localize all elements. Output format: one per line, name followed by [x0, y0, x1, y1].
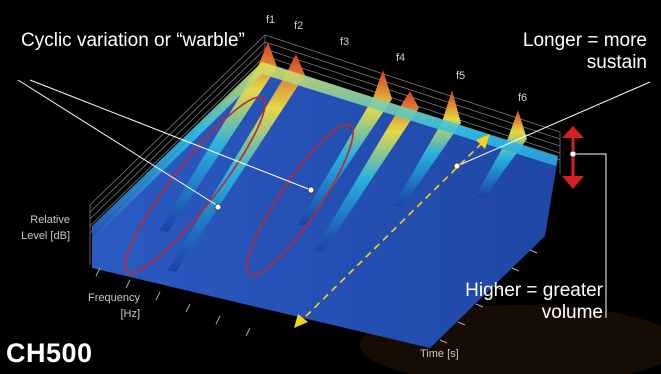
axis-tick	[493, 285, 502, 290]
model-name: CH500	[6, 338, 93, 368]
ridge-4	[314, 91, 419, 252]
warble-ellipse-2	[246, 123, 354, 277]
warble-callout-line-1	[17, 79, 219, 207]
peak-label-f5: f5	[456, 70, 466, 82]
ridge-5	[393, 90, 461, 208]
peak-label-f6: f6	[518, 92, 528, 104]
grid-line	[89, 41, 266, 213]
volume-arrow	[562, 126, 584, 189]
axis-tick	[529, 249, 538, 254]
sustain-annotation: Longer = more sustain	[522, 30, 647, 73]
axis-tick	[95, 267, 101, 277]
volume-annotation: Higher = greater volume	[465, 280, 603, 323]
peak-label-f1: f1	[266, 14, 276, 26]
axis-tick	[215, 315, 221, 325]
peak-label-f2: f2	[294, 20, 304, 32]
ridge-3	[297, 70, 392, 226]
grid-line	[264, 41, 561, 140]
warble-callout-dot-2	[307, 186, 315, 194]
peak-label-f3: f3	[340, 36, 350, 48]
axis-tick	[155, 291, 161, 301]
sustain-callout-line	[456, 81, 651, 167]
z-axis-label: Relative Level [dB]	[21, 214, 70, 242]
grid-line	[89, 55, 266, 227]
volume-callout-line	[573, 153, 607, 318]
grid-line	[89, 48, 266, 220]
warble-annotation: Cyclic variation or “warble”	[21, 30, 245, 51]
y-axis-label: Frequency [Hz]	[88, 292, 140, 320]
grid-line	[89, 34, 266, 206]
ridge-6	[475, 110, 527, 198]
warble-callout-dot-1	[214, 203, 222, 211]
warble-ellipse-1	[124, 96, 266, 274]
time-arrow-head-end	[294, 314, 308, 328]
axis-tick	[125, 279, 131, 289]
grid-line	[264, 34, 561, 133]
x-axis-label: Time [s]	[420, 348, 459, 360]
axis-tick	[439, 339, 448, 344]
axis-tick	[185, 303, 191, 313]
ridge-1	[159, 42, 277, 232]
axis-tick	[245, 327, 251, 337]
warble-callout-line-2	[29, 79, 312, 191]
time-arrow-head-start	[476, 134, 490, 149]
peak-label-f4: f4	[396, 52, 406, 64]
time-arrow	[301, 142, 483, 321]
ridge-2	[167, 54, 305, 272]
axis-tick	[457, 321, 466, 326]
spectrogram-surface	[92, 42, 558, 348]
axis-tick	[475, 303, 484, 308]
axis-tick	[511, 267, 520, 272]
sustain-callout-dot	[453, 162, 461, 170]
